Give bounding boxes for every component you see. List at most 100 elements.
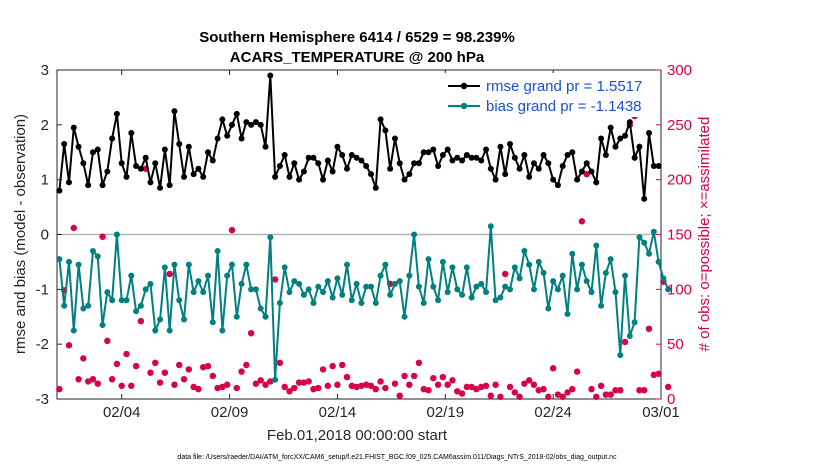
obs-assimilated-point [516, 393, 523, 400]
bias-point [420, 300, 427, 307]
obs-assimilated-point [157, 379, 164, 386]
rmse-point [181, 173, 188, 180]
bias-point [554, 286, 561, 293]
bias-point [339, 291, 346, 298]
bias-point [353, 280, 360, 287]
obs-assimilated-point [622, 338, 629, 345]
rmse-point [435, 162, 442, 169]
rmse-point [238, 135, 245, 142]
obs-assimilated-point [109, 376, 116, 383]
rmse-point [339, 151, 346, 158]
right-axis-ticks: 300 250 200 150 100 50 0 [656, 62, 692, 408]
rmse-point [296, 176, 303, 183]
rmse-point [70, 124, 77, 131]
bias-point [219, 327, 226, 334]
bias-point [497, 294, 504, 301]
rmse-point [56, 187, 63, 194]
bias-point [574, 286, 581, 293]
obs-assimilated-point [435, 381, 442, 388]
rmse-point [305, 154, 312, 161]
obs-assimilated-point [425, 387, 432, 394]
bias-point [540, 269, 547, 276]
bias-point [593, 242, 600, 249]
right-tick-label: 0 [667, 391, 675, 408]
bias-point [56, 256, 63, 263]
bias-point [530, 286, 537, 293]
rmse-point [161, 146, 168, 153]
bias-point [99, 321, 106, 328]
obs-assimilated-point [123, 351, 130, 358]
bias-point [61, 302, 68, 309]
rmse-point [487, 165, 494, 172]
bias-point [315, 283, 322, 290]
footnote: data file: /Users/raeder/DAI/ATM_forcXX/… [177, 454, 617, 461]
rmse-point [439, 151, 446, 158]
rmse-point [583, 160, 590, 167]
bias-point [622, 272, 629, 279]
obs-assimilated-point [483, 382, 490, 389]
rmse-point [137, 165, 144, 172]
obs-assimilated-point [391, 380, 398, 387]
bias-point [502, 283, 509, 290]
obs-assimilated-point [540, 386, 547, 393]
rmse-point [85, 182, 92, 189]
obs-assimilated-point [281, 383, 288, 390]
rmse-point [646, 130, 653, 137]
bias-point [243, 261, 250, 268]
bias-point [181, 316, 188, 323]
bias-point [382, 261, 389, 268]
obs-assimilated-point [430, 375, 437, 382]
rmse-point [420, 149, 427, 156]
obs-assimilated-point [473, 386, 480, 393]
x-tick-label: 02/24 [534, 404, 572, 421]
rmse-point [507, 141, 513, 148]
obs-assimilated-point [238, 368, 245, 375]
rmse-point [607, 124, 614, 131]
obs-assimilated-point [559, 393, 566, 400]
obs-assimilated-point [411, 372, 418, 379]
obs-assimilated-point [248, 330, 255, 337]
bias-point [305, 286, 312, 293]
obs-assimilated-point [550, 365, 557, 372]
rmse-point [185, 143, 192, 150]
rmse-point [372, 184, 379, 191]
rmse-point [166, 182, 173, 189]
rmse-point [655, 162, 662, 169]
x-tick-label: 02/19 [427, 404, 465, 421]
rmse-point [300, 168, 307, 175]
bias-point [296, 280, 303, 287]
rmse-point [430, 146, 437, 153]
obs-assimilated-point [262, 381, 269, 388]
obs-assimilated-point [468, 383, 475, 390]
bias-point [492, 297, 499, 304]
bias-line [58, 226, 670, 380]
rmse-point [324, 157, 331, 164]
bias-point [646, 250, 653, 257]
right-tick-label: 50 [667, 336, 684, 353]
bias-point [478, 280, 485, 287]
rmse-point [602, 151, 609, 158]
bias-point [320, 289, 327, 296]
obs-assimilated-point [636, 387, 643, 394]
rmse-point [94, 146, 101, 153]
rmse-point [449, 157, 456, 164]
bias-point [598, 302, 605, 309]
bias-point [233, 313, 240, 320]
bias-point [190, 289, 197, 296]
rmse-point [459, 157, 466, 164]
bias-point [367, 283, 374, 290]
right-tick-label: 250 [667, 117, 692, 134]
bias-point [70, 327, 77, 334]
obs-assimilated-point [94, 380, 101, 387]
obs-assimilated-point [315, 385, 322, 392]
obs-assimilated-point [415, 359, 422, 366]
obs-assimilated-point [363, 381, 370, 388]
rmse-point [109, 135, 116, 142]
rmse-point [401, 176, 408, 183]
rmse-point [492, 176, 499, 183]
rmse-point [377, 116, 384, 123]
bias-point [526, 261, 533, 268]
rmse-point [526, 173, 533, 180]
x-tick-label: 02/14 [319, 404, 357, 421]
